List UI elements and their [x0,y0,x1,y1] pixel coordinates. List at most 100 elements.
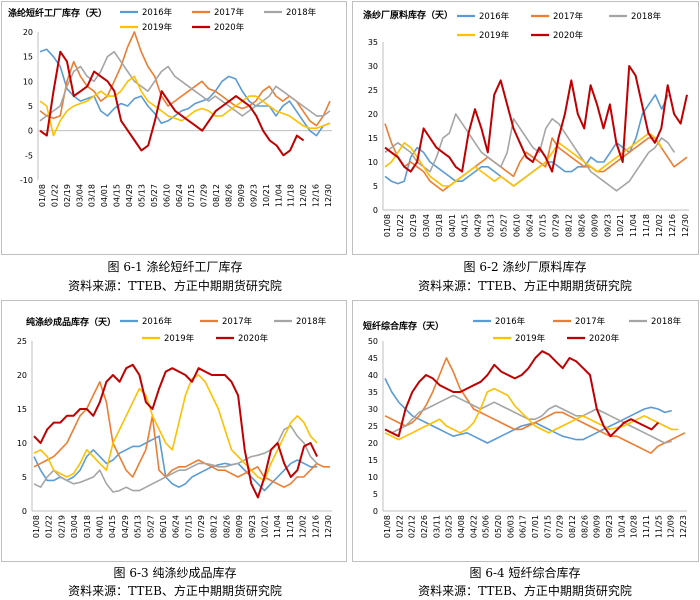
series-line-2 [39,50,331,122]
chart-2-caption: 图 6-2 涤纱厂原料库存 [463,260,587,274]
x-tick-label: 12/23 [679,515,688,538]
chart-2-svg: 涤纱厂原料库存（天） 0 5 10 15 20 25 30 35 01/08 01/22 02/19 0… [363,9,690,237]
x-tick-label: 07/29 [551,214,560,237]
x-tick-label: 11/25 [654,515,663,538]
y-tick-label: 0 [373,206,378,215]
x-tick-label: 11/11 [642,515,651,538]
y-tick-label: 30 [368,405,378,414]
legend-label: 2018年 [631,11,662,22]
x-tick-label: 07/15 [184,515,193,538]
x-tick-label: 08/12 [564,214,573,237]
legend-label: 2016年 [479,11,510,22]
y-tick-label: 15 [23,53,33,62]
x-tick-label: 08/12 [210,515,219,538]
y-tick-label: 10 [17,439,27,448]
x-tick-label: 03/18 [83,515,92,538]
legend-label: 2017年 [575,316,606,327]
x-tick-label: 02/19 [57,515,66,538]
x-tick-label: 06/24 [526,214,535,237]
x-tick-label: 05/20 [494,515,503,538]
x-tick-label: 01/22 [50,184,59,207]
x-tick-label: 11/18 [287,184,296,207]
series-line-4 [39,50,305,157]
chart-2-source: 资料来源：TTEB、方正中期期货研究院 [418,279,632,293]
x-tick-label: 12/16 [668,214,677,237]
x-tick-label: 08/12 [568,515,577,538]
x-tick-label: 09/23 [603,214,612,237]
y-tick-label: -5 [25,151,33,160]
x-tick-label: 06/03 [506,515,515,538]
x-tick-label: 06/24 [172,515,181,538]
y-tick-label: 20 [23,28,33,37]
y-tick-label: 5 [373,490,378,499]
legend-label: 2017年 [553,11,584,22]
x-tick-label: 05/06 [482,515,491,538]
x-tick-label: 07/01 [531,515,540,538]
y-tick-label: 40 [368,371,378,380]
legend-label: 2020年 [238,333,269,344]
x-tick-label: 04/29 [474,214,483,237]
series-line-3 [39,75,331,137]
x-tick-label: 10/21 [616,214,625,237]
chart-4-caption: 图 6-4 短纤综合库存 [469,566,581,580]
x-tick-label: 07/29 [556,515,565,538]
x-tick-label: 01/22 [395,515,404,538]
x-tick-label: 05/27 [500,214,509,237]
y-tick-label: 0 [373,507,378,516]
chart-3-source: 资料来源：TTEB、方正中期期货研究院 [68,584,282,598]
x-tick-label: 12/30 [324,184,333,207]
y-tick-label: 25 [368,422,378,431]
x-tick-label: 04/22 [469,515,478,538]
series-line-4 [384,65,688,173]
x-tick-label: 07/15 [538,214,547,237]
x-tick-label: 06/10 [159,515,168,538]
y-tick-label: -10 [20,176,33,185]
y-tick-label: 15 [368,456,378,465]
y-tick-label: 30 [368,62,378,71]
x-tick-label: 09/23 [249,184,258,207]
y-tick-label: 15 [368,134,378,143]
x-tick-label: 11/18 [286,515,295,538]
x-tick-label: 07/15 [543,515,552,538]
x-tick-label: 02/19 [409,214,418,237]
x-tick-label: 08/26 [222,515,231,538]
x-tick-label: 08/26 [580,515,589,538]
legend-label: 2020年 [214,22,245,33]
x-tick-label: 12/09 [667,515,676,538]
x-tick-label: 04/01 [448,214,457,237]
x-tick-label: 02/12 [408,515,417,538]
x-tick-label: 01/22 [396,214,405,237]
x-tick-label: 01/08 [38,184,47,207]
x-tick-label: 09/09 [590,214,599,237]
series-line-1 [39,31,331,127]
chart-4-svg: 短纤综合库存（天） 0 5 10 15 20 25 30 35 40 45 50 01/08 01/22 0… [363,316,688,538]
chart-3-svg: 纯涤纱成品库存（天） 0 5 10 15 20 25 01/08 01/22 02/19 03/04… [17,316,333,538]
series-line-0 [39,48,331,137]
legend-label: 2018年 [296,316,327,327]
x-tick-label: 03/04 [70,515,79,538]
x-tick-label: 04/15 [461,214,470,237]
legend-label: 2020年 [553,30,584,41]
series-line-2 [384,113,676,192]
x-tick-label: 12/02 [299,184,308,207]
y-tick-label: 15 [17,405,27,414]
x-tick-label: 10/21 [262,184,271,207]
x-tick-label: 04/15 [108,515,117,538]
x-tick-label: 04/15 [113,184,122,207]
y-tick-label: 50 [368,337,378,346]
x-tick-label: 08/26 [225,184,234,207]
x-tick-label: 12/30 [681,214,690,237]
x-tick-label: 12/02 [655,214,664,237]
y-tick-label: 35 [368,38,378,47]
x-tick-label: 04/29 [125,184,134,207]
x-tick-label: 03/11 [432,515,441,538]
legend-label: 2020年 [589,333,620,344]
x-tick-label: 06/24 [175,184,184,207]
x-tick-label: 05/13 [487,214,496,237]
y-tick-label: 10 [23,77,33,86]
x-tick-label: 08/26 [577,214,586,237]
x-tick-label: 09/23 [605,515,614,538]
chart-panel-2: 涤纱厂原料库存（天） 0 5 10 15 20 25 30 35 01/08 01/22 02/19 0… [352,1,699,255]
x-tick-label: 12/02 [299,515,308,538]
chart-title: 涤纶短纤工厂库存（天） [8,7,107,19]
